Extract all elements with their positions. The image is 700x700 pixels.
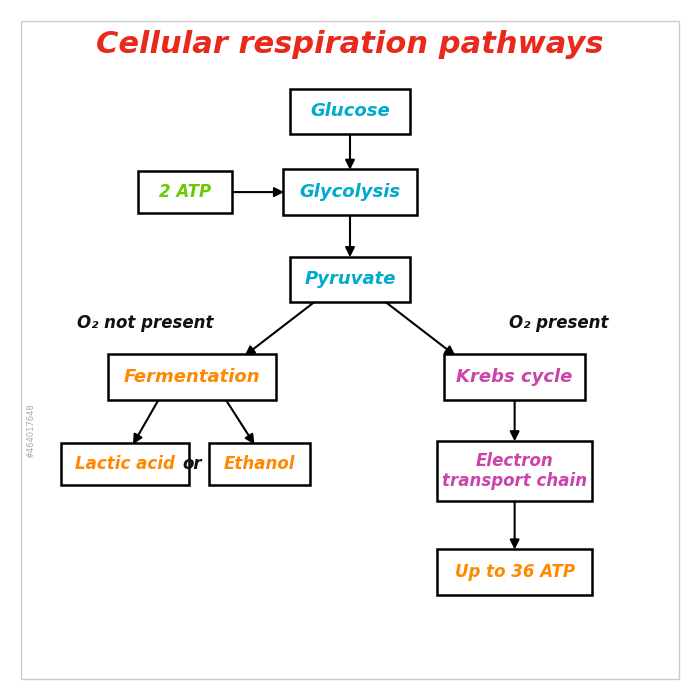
Text: Glucose: Glucose [310,102,390,120]
Text: O₂ present: O₂ present [509,314,608,332]
Text: #464017648: #464017648 [27,403,35,458]
FancyBboxPatch shape [444,354,585,400]
FancyBboxPatch shape [283,169,417,215]
FancyBboxPatch shape [108,354,276,400]
Text: Up to 36 ATP: Up to 36 ATP [454,563,575,581]
Text: O₂ not present: O₂ not present [77,314,214,332]
Text: Ethanol: Ethanol [223,455,295,473]
FancyBboxPatch shape [438,549,592,594]
Text: Pyruvate: Pyruvate [304,270,395,288]
FancyBboxPatch shape [438,441,592,501]
Text: 2 ATP: 2 ATP [160,183,211,201]
FancyBboxPatch shape [139,172,232,213]
Text: Fermentation: Fermentation [124,368,260,386]
Text: Glycolysis: Glycolysis [300,183,400,201]
Text: or: or [182,455,202,473]
Text: Cellular respiration pathways: Cellular respiration pathways [97,29,603,59]
FancyBboxPatch shape [290,89,410,134]
FancyBboxPatch shape [61,443,189,485]
Text: Electron
transport chain: Electron transport chain [442,452,587,491]
FancyBboxPatch shape [209,443,309,485]
Text: Lactic acid: Lactic acid [75,455,175,473]
FancyBboxPatch shape [290,257,410,302]
Text: Krebs cycle: Krebs cycle [456,368,573,386]
